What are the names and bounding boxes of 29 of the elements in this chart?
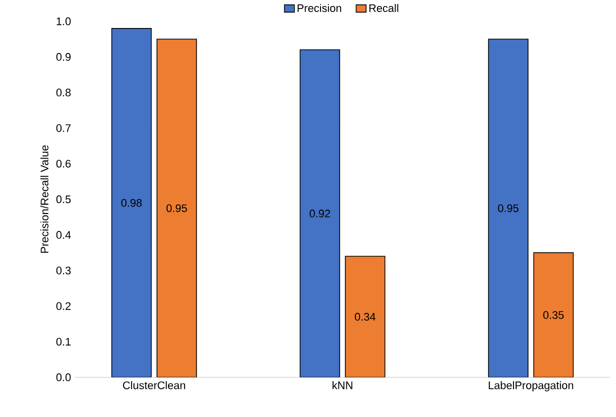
y-tick-label: 1.0 (56, 17, 71, 26)
data-label: 0.98 (121, 198, 142, 207)
data-label: 0.95 (166, 204, 187, 212)
y-tick-label: 0.2 (56, 302, 71, 310)
bar (300, 49, 340, 378)
y-tick-label: 0.8 (56, 88, 71, 96)
y-tick-label: 0.7 (56, 124, 71, 132)
bar (488, 38, 528, 378)
legend-label: Recall (369, 4, 398, 12)
y-tick-label: 0.3 (56, 266, 71, 274)
data-label: 0.35 (543, 310, 564, 319)
y-tick-label: 0.5 (56, 195, 71, 204)
bar (533, 252, 574, 378)
x-tick-label: kNN (332, 381, 352, 389)
legend-label: Precision (298, 4, 342, 12)
y-tick-label: 0.6 (56, 160, 71, 168)
y-tick-label: 0.1 (56, 338, 71, 346)
y-tick-label: 0.0 (56, 373, 71, 382)
bar (156, 38, 197, 378)
bar (344, 256, 386, 378)
y-tick-label: 0.9 (56, 52, 71, 61)
x-tick-label: LabelPropagation (488, 381, 574, 392)
bar (111, 28, 152, 378)
data-label: 0.34 (354, 312, 376, 321)
y-tick-label: 0.4 (56, 230, 71, 239)
y-axis-title: Precision/Recall Value (40, 145, 48, 253)
x-tick-label: ClusterClean (123, 381, 186, 390)
data-label: 0.92 (310, 210, 330, 218)
data-label: 0.95 (498, 204, 518, 212)
